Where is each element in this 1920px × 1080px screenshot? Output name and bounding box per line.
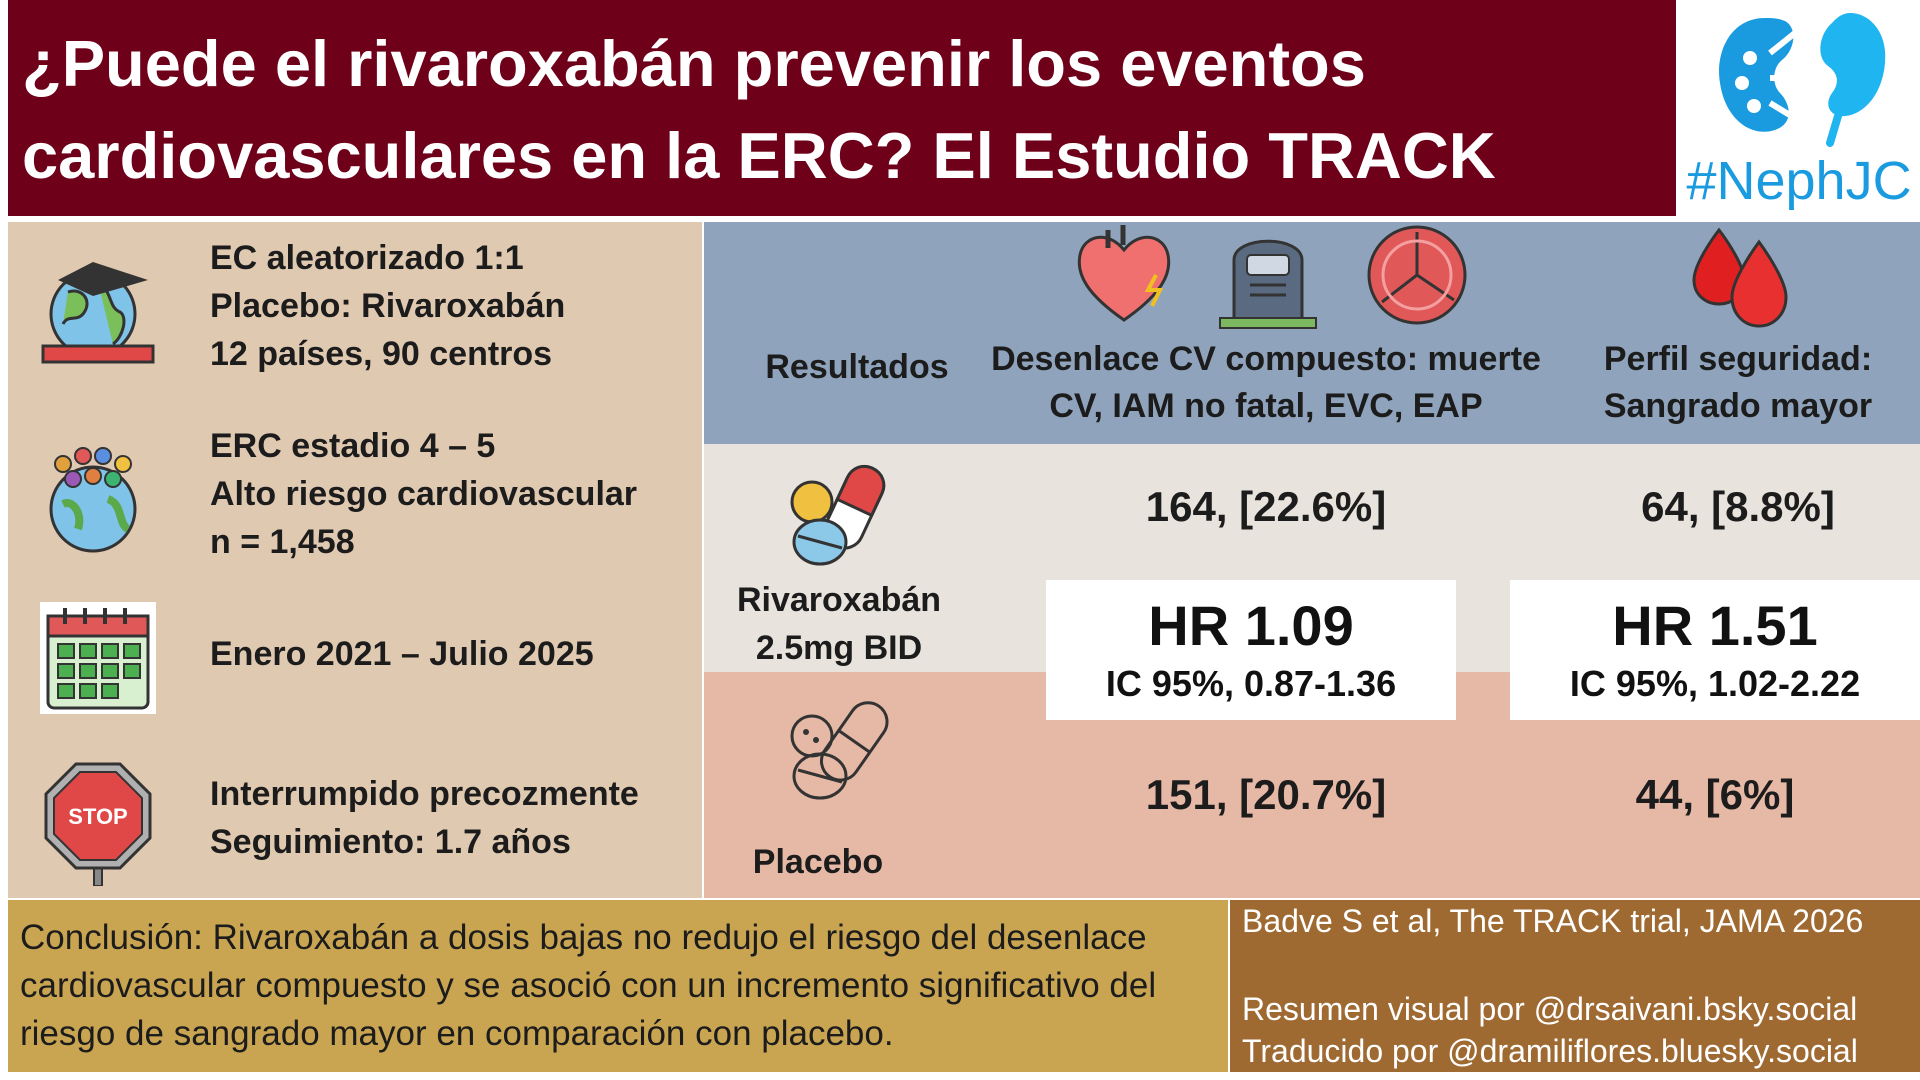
- hr-cv-ci: IC 95%, 0.87-1.36: [1105, 663, 1397, 704]
- brain-icon: [1367, 225, 1467, 325]
- globe-graduation-cap-icon: [41, 262, 155, 364]
- rivaroxaban-bleeding: 64, [8.8%]: [1641, 483, 1835, 530]
- logo-text: #NephJC: [1686, 151, 1912, 211]
- visual-credit: Resumen visual por @drsaivani.bsky.socia…: [1242, 991, 1858, 1027]
- col1-header-line-1: Desenlace CV compuesto: muerte: [991, 340, 1541, 378]
- heart-icon: [1077, 225, 1171, 322]
- results-label: Resultados: [765, 348, 949, 386]
- termination-line-1: Interrumpido precozmente: [210, 775, 639, 813]
- hr-bleeding-value: HR 1.51: [1612, 594, 1818, 657]
- rivaroxaban-label-line-2: 2.5mg BID: [755, 629, 923, 667]
- population-line-3: n = 1,458: [210, 523, 355, 561]
- blood-drops-icon: [1692, 227, 1788, 328]
- population-info: ERC estadio 4 – 5 Alto riesgo cardiovasc…: [210, 422, 637, 566]
- population-line-2: Alto riesgo cardiovascular: [210, 475, 638, 513]
- title-line-1: ¿Puede el rivaroxabán prevenir los event…: [22, 27, 1366, 100]
- rivaroxaban-label: Rivaroxabán 2.5mg BID: [708, 576, 970, 672]
- citation: Badve S et al, The TRACK trial, JAMA 202…: [1242, 903, 1864, 939]
- pills-outline-icon: [790, 701, 889, 800]
- col1-header: Desenlace CV compuesto: muerte CV, IAM n…: [986, 336, 1546, 430]
- termination-line-2: Seguimiento: 1.7 años: [210, 823, 571, 861]
- title-banner: [8, 0, 1676, 216]
- col2-header-line-2: Sangrado mayor: [1603, 387, 1873, 425]
- period-line-1: Enero 2021 – Julio 2025: [210, 635, 594, 673]
- study-design-panel: EC aleatorizado 1:1 Placebo: Rivaroxabán…: [8, 222, 702, 898]
- hr-box-bleeding: HR 1.51 IC 95%, 1.02-2.22: [1510, 580, 1920, 720]
- design-info: EC aleatorizado 1:1 Placebo: Rivaroxabán…: [210, 234, 565, 378]
- nephjc-logo: [1680, 0, 1920, 216]
- design-line-1: EC aleatorizado 1:1: [210, 239, 524, 277]
- calendar-icon: [40, 602, 156, 714]
- termination-info: Interrumpido precozmente Seguimiento: 1.…: [210, 770, 639, 866]
- conclusion-line-1: Conclusión: Rivaroxabán a dosis bajas no…: [20, 918, 1147, 957]
- people-globe-icon: [49, 447, 137, 553]
- conclusion-line-2: cardiovascular compuesto y se asoció con…: [20, 966, 1157, 1005]
- placebo-cv-outcome: 151, [20.7%]: [1145, 771, 1387, 818]
- hr-cv-value: HR 1.09: [1148, 594, 1354, 657]
- conclusion-line-3: riesgo de sangrado mayor en comparación …: [20, 1014, 894, 1053]
- kidney-icon: [1719, 13, 1886, 147]
- design-line-2: Placebo: Rivaroxabán: [210, 287, 566, 325]
- stop-sign-icon: STOP: [44, 762, 152, 886]
- credits-box: [1230, 900, 1920, 1072]
- tombstone-icon: [1219, 239, 1317, 329]
- rivaroxaban-cv-outcome: 164, [22.6%]: [1145, 483, 1387, 530]
- hr-bleeding-ci: IC 95%, 1.02-2.22: [1569, 663, 1861, 704]
- placebo-label: Placebo: [752, 843, 884, 881]
- title-line-2: cardiovasculares en la ERC? El Estudio T…: [22, 119, 1496, 192]
- placebo-bleeding: 44, [6%]: [1635, 771, 1795, 818]
- population-line-1: ERC estadio 4 – 5: [210, 427, 496, 465]
- svg-text:STOP: STOP: [68, 804, 128, 829]
- page-title: ¿Puede el rivaroxabán prevenir los event…: [22, 18, 1662, 202]
- conclusion-text: Conclusión: Rivaroxabán a dosis bajas no…: [20, 914, 1220, 1058]
- hr-box-cv: HR 1.09 IC 95%, 0.87-1.36: [1046, 580, 1456, 720]
- col2-header-line-1: Perfil seguridad:: [1603, 340, 1873, 378]
- pills-colored-icon: [790, 464, 886, 566]
- rivaroxaban-label-line-1: Rivaroxabán: [736, 581, 942, 619]
- col1-header-line-2: CV, IAM no fatal, EVC, EAP: [1049, 387, 1483, 425]
- translation-credit: Traducido por @dramiliflores.bluesky.soc…: [1242, 1033, 1858, 1069]
- col2-header: Perfil seguridad: Sangrado mayor: [1560, 336, 1916, 430]
- period-info: Enero 2021 – Julio 2025: [210, 630, 594, 678]
- design-line-3: 12 países, 90 centros: [210, 335, 553, 373]
- conclusion-box: [8, 900, 1228, 1072]
